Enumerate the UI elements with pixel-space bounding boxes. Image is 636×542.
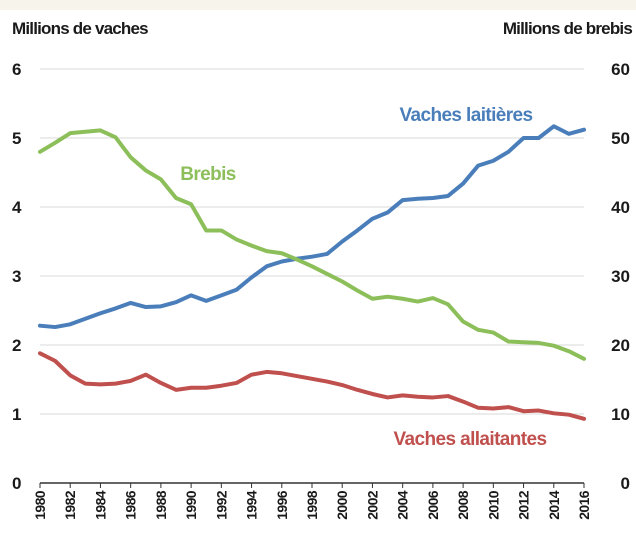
y-tick-label: 5 [12,129,21,148]
y2-tick-label: 0 [621,474,630,493]
series-line [38,124,586,330]
series-label: Vaches allaitantes [394,429,547,450]
y2-tick-label: 60 [611,60,630,79]
x-tick-label: 2012 [516,490,532,520]
x-tick-label: 2016 [576,490,592,520]
y2-axis-title: Millions de brebis [503,19,633,38]
y-tick-label: 3 [12,267,21,286]
x-tick-label: 2008 [455,490,471,520]
series-label: Brebis [180,164,236,185]
x-tick-label: 1990 [183,490,199,520]
x-tick-label: 2010 [485,490,501,520]
x-tick-label: 2006 [425,490,441,520]
y-tick-label: 2 [12,336,21,355]
series-line [38,128,586,361]
y-tick-label: 6 [12,60,21,79]
y2-tick-label: 50 [611,129,630,148]
series-label: Vaches laitières [399,105,532,126]
x-tick-label: 1988 [153,490,169,520]
y-tick-label: 1 [12,405,21,424]
y-tick-label: 4 [12,198,22,217]
x-tick-label: 2002 [364,490,380,520]
y2-tick-label: 20 [611,336,630,355]
series-line [38,351,586,421]
y-axis-title: Millions de vaches [12,19,148,38]
x-tick-label: 1996 [274,490,290,520]
x-tick-label: 1994 [244,490,260,520]
x-tick-label: 1982 [62,490,78,520]
x-tick-label: 2004 [395,490,411,520]
x-tick-label: 1986 [123,490,139,520]
x-tick-label: 2014 [546,490,562,520]
y2-tick-label: 40 [611,198,630,217]
x-tick-label: 1998 [304,490,320,520]
x-tick-label: 1980 [32,490,48,520]
top-band [0,0,636,10]
y2-tick-label: 10 [611,405,630,424]
x-tick-label: 2000 [334,490,350,520]
y2-tick-label: 30 [611,267,630,286]
x-tick-label: 1992 [213,490,229,520]
x-tick-label: 1984 [92,490,108,520]
y-tick-label: 0 [12,474,21,493]
